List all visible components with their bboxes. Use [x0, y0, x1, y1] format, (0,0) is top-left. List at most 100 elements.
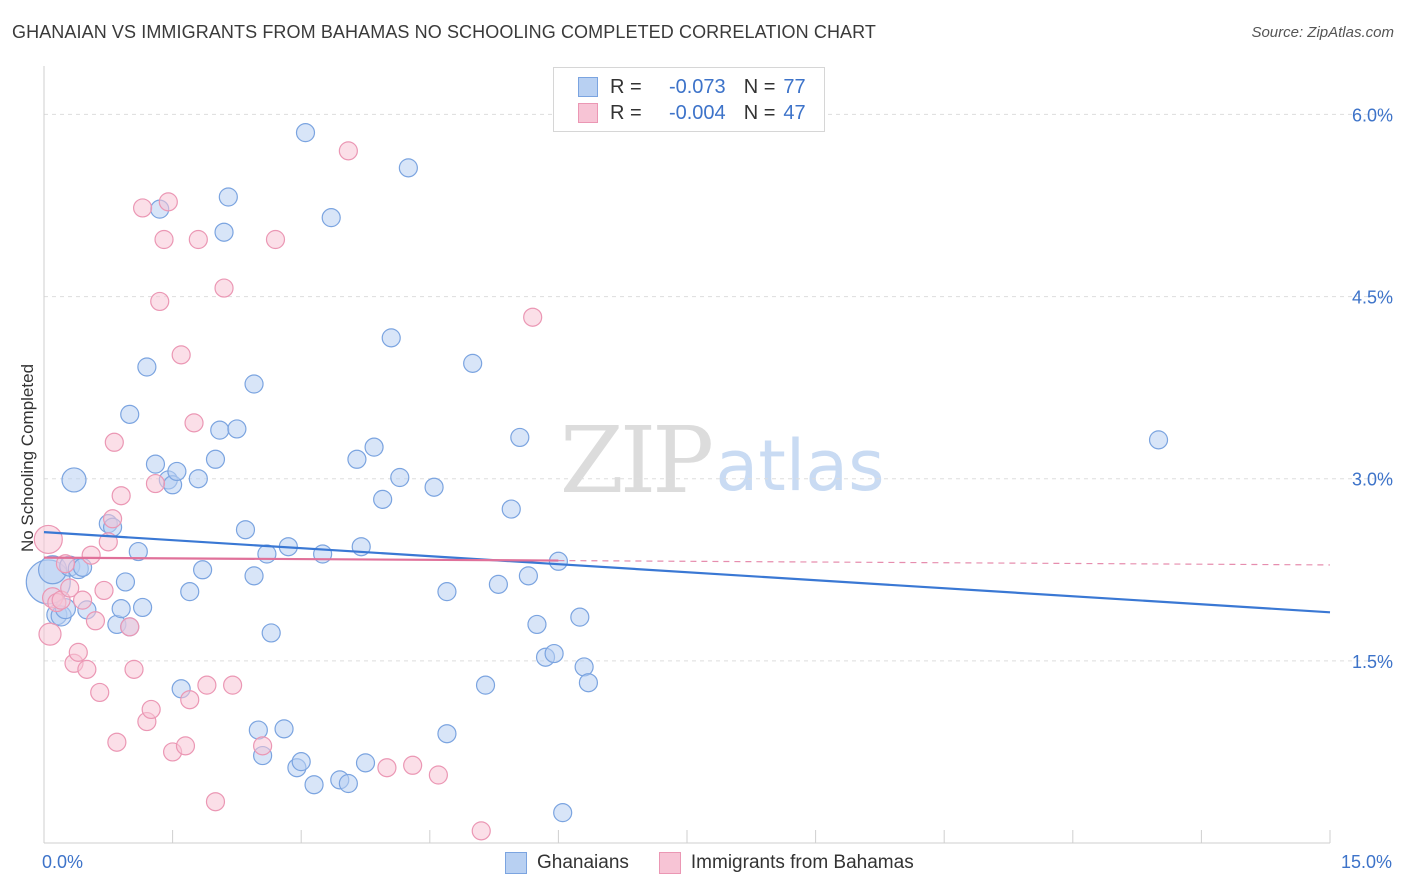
series-legend: Ghanaians Immigrants from Bahamas	[505, 852, 944, 874]
bahamas-point	[471, 821, 491, 841]
bahamas-point	[60, 578, 80, 598]
ghanaian-point	[235, 520, 256, 540]
chart-title: GHANAIAN VS IMMIGRANTS FROM BAHAMAS NO S…	[12, 22, 877, 42]
ghanaian-point	[321, 208, 341, 228]
bahamas-point	[102, 509, 123, 529]
ghanaian-point	[463, 353, 483, 373]
ghanaian-point	[1148, 430, 1169, 450]
correlation-legend: R = -0.073 N = 77 R = -0.004 N = 47	[553, 67, 825, 132]
ghanaian-point	[218, 187, 238, 207]
y-tick-label: 1.5%	[1352, 652, 1393, 672]
ghanaian-point	[193, 560, 213, 580]
bahamas-point	[184, 413, 204, 433]
ghanaian-point	[274, 719, 294, 739]
bahamas-legend-label: Immigrants from Bahamas	[690, 852, 914, 873]
ghanaian-point	[128, 541, 148, 562]
ghanaian-point	[61, 467, 87, 493]
bahamas-point	[81, 545, 101, 565]
bahamas-point	[523, 307, 543, 327]
ghanaian-point	[244, 566, 264, 586]
ghanaian-point	[338, 773, 358, 794]
ghanaian-point	[390, 467, 410, 488]
bahamas-point	[132, 198, 153, 218]
bahamas-point	[94, 580, 114, 601]
ghanaian-point	[304, 775, 324, 795]
y-tick-label: 6.0%	[1352, 105, 1393, 125]
bahamas-point	[77, 659, 97, 679]
watermark-zip: ZIP	[560, 407, 711, 514]
source-label: Source: ZipAtlas.com	[1251, 24, 1394, 41]
ghanaian-point	[488, 574, 508, 594]
bahamas-point	[214, 278, 234, 298]
bahamas-point	[377, 758, 397, 778]
ghanaian-point	[437, 582, 457, 602]
ghanaian-point	[424, 477, 444, 497]
bahamas-point	[428, 765, 448, 785]
ghanaian-point	[291, 752, 311, 772]
ghanaian-point	[248, 720, 268, 740]
bahamas-point	[120, 617, 140, 637]
bahamas-point	[90, 682, 110, 703]
ghanaian-point	[578, 673, 599, 693]
bahamas-point	[253, 736, 273, 756]
bahamas-point	[205, 792, 226, 812]
ghanaian-point	[544, 643, 564, 664]
bahamas-point	[171, 345, 191, 365]
y-tick-label: 3.0%	[1352, 470, 1393, 490]
watermark-atlas: atlas	[715, 425, 884, 507]
ghanaian-point	[355, 753, 376, 773]
bahamas-point	[145, 473, 166, 494]
n-value-bahamas: 47	[783, 101, 806, 124]
ghanaians-swatch	[578, 77, 598, 97]
ghanaian-point	[210, 420, 230, 440]
ghanaian-point	[574, 657, 594, 677]
legend-item-bahamas: Immigrants from Bahamas	[658, 852, 914, 874]
ghanaian-point	[115, 572, 136, 592]
bahamas-legend-swatch	[658, 852, 681, 874]
ghanaian-point	[437, 724, 457, 744]
bahamas-point	[158, 192, 178, 212]
r-value-bahamas: -0.004	[668, 101, 726, 124]
bahamas-point	[68, 642, 88, 662]
bahamas-point	[175, 736, 196, 756]
ghanaian-point	[398, 158, 418, 178]
ghanaian-point	[261, 623, 281, 643]
ghanaian-point	[518, 566, 538, 586]
ghanaian-point	[381, 328, 401, 348]
n-label: N =	[743, 75, 776, 98]
bahamas-point	[403, 755, 423, 775]
bahamas-point	[223, 675, 243, 695]
ghanaians-legend-label: Ghanaians	[537, 852, 629, 873]
ghanaian-point	[145, 454, 166, 474]
bahamas-point	[107, 732, 127, 752]
bahamas-trend-line-extension	[558, 559, 1331, 566]
ghanaian-point	[553, 803, 573, 823]
x-tick-label-max: 15.0%	[1340, 852, 1392, 872]
ghanaian-trend-line	[43, 531, 1331, 614]
bahamas-point	[150, 291, 170, 312]
bahamas-point	[124, 659, 144, 679]
ghanaian-point	[132, 597, 153, 618]
ghanaian-point	[167, 461, 187, 482]
ghanaian-point	[570, 607, 590, 627]
ghanaian-point	[205, 449, 226, 469]
n-value-ghanaians: 77	[783, 75, 806, 98]
ghanaian-point	[120, 404, 140, 424]
legend-row-bahamas: R = -0.004 N = 47	[578, 101, 806, 125]
ghanaian-point	[244, 374, 264, 394]
bahamas-point	[33, 524, 63, 555]
ghanaian-point	[227, 419, 247, 439]
ghanaian-point	[188, 469, 208, 489]
legend-item-ghanaians: Ghanaians	[505, 852, 629, 874]
n-label: N =	[743, 101, 776, 124]
bahamas-point	[188, 229, 208, 250]
ghanaian-point	[475, 675, 496, 695]
ghanaian-point	[373, 489, 393, 509]
bahamas-point	[180, 690, 200, 710]
ghanaian-point	[364, 437, 384, 457]
bahamas-point	[85, 611, 106, 631]
legend-row-ghanaians: R = -0.073 N = 77	[578, 75, 806, 99]
ghanaian-point	[510, 427, 530, 448]
ghanaian-point	[347, 449, 367, 469]
